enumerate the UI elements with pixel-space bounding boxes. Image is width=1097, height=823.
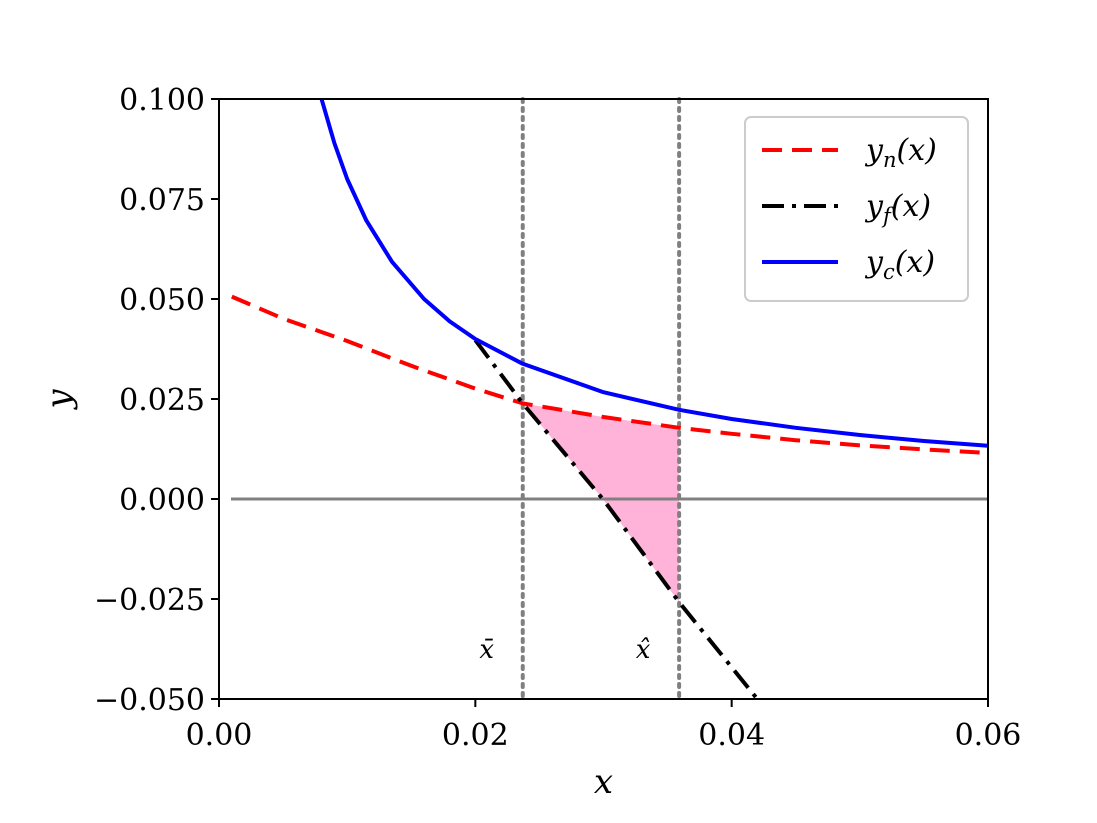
x-tick-label-2: 0.04 xyxy=(698,718,765,753)
y-tick-label-6: −0.050 xyxy=(94,683,205,718)
x-tick-label-1: 0.02 xyxy=(442,718,509,753)
ticks-layer: 0.00 0.02 0.04 0.06 0.100 0.075 0.050 0.025 0.00… xyxy=(94,83,1021,753)
legend-label-f: yf(x) xyxy=(864,189,931,228)
y-tick-label-5: −0.025 xyxy=(94,583,205,618)
series-line-f xyxy=(473,338,759,699)
x-axis-label: x xyxy=(594,762,613,802)
series-line-n xyxy=(231,294,988,455)
shaded-region xyxy=(522,403,680,603)
vertical-reference-label-1: x̄ xyxy=(479,635,494,665)
legend-label-c: yc(x) xyxy=(864,245,935,284)
y-tick-label-2: 0.050 xyxy=(119,283,205,318)
y-tick-label-1: 0.075 xyxy=(119,183,205,218)
x-tick-label-0: 0.00 xyxy=(186,718,253,753)
legend-label-n: yn(x) xyxy=(864,133,937,172)
y-axis-label: y xyxy=(39,389,79,411)
vertical-reference-label-2: x̂ xyxy=(636,635,651,665)
markers-layer: x̄ x̂ xyxy=(479,635,650,665)
legend-box xyxy=(744,116,969,302)
legend: yn(x) yf(x) yc(x) xyxy=(744,116,969,302)
y-tick-label-0: 0.100 xyxy=(119,83,205,118)
plot-layer xyxy=(231,97,988,701)
x-tick-label-3: 0.06 xyxy=(955,718,1022,753)
series-line-c xyxy=(319,99,988,448)
y-tick-label-4: 0.000 xyxy=(119,483,205,518)
y-tick-label-3: 0.025 xyxy=(119,383,205,418)
